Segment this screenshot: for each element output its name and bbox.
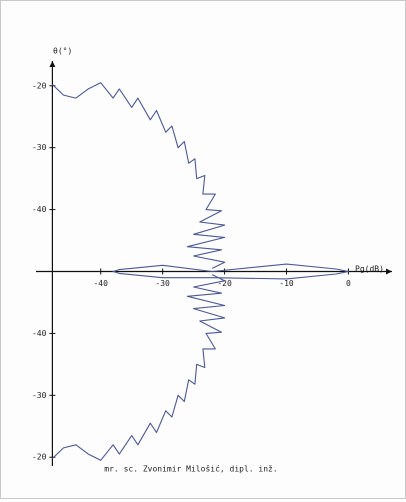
x-tick-label: -40 (93, 279, 108, 288)
pattern-line (112, 263, 350, 280)
x-axis-label: Pg(dB) (355, 265, 384, 274)
y-axis-label: θ(°) (53, 47, 72, 56)
x-tick-label: 0 (346, 279, 351, 288)
y-axis-arrow (49, 61, 56, 67)
pattern-line (52, 82, 226, 269)
y-tick-label: -20 (32, 453, 47, 462)
y-tick-label: -40 (32, 329, 47, 338)
x-tick-label: -30 (155, 279, 170, 288)
y-tick-label: -30 (32, 143, 47, 152)
y-tick-label: -30 (32, 391, 47, 400)
x-tick-label: -10 (279, 279, 294, 288)
footer: mr. sc. Zvonimir Milošić, dipl. inž. (104, 464, 277, 474)
x-axis-arrow (386, 268, 392, 275)
pattern-line (52, 274, 226, 461)
x-tick-label: -20 (217, 279, 232, 288)
y-tick-label: -40 (32, 205, 47, 214)
y-tick-label: -20 (32, 81, 47, 90)
